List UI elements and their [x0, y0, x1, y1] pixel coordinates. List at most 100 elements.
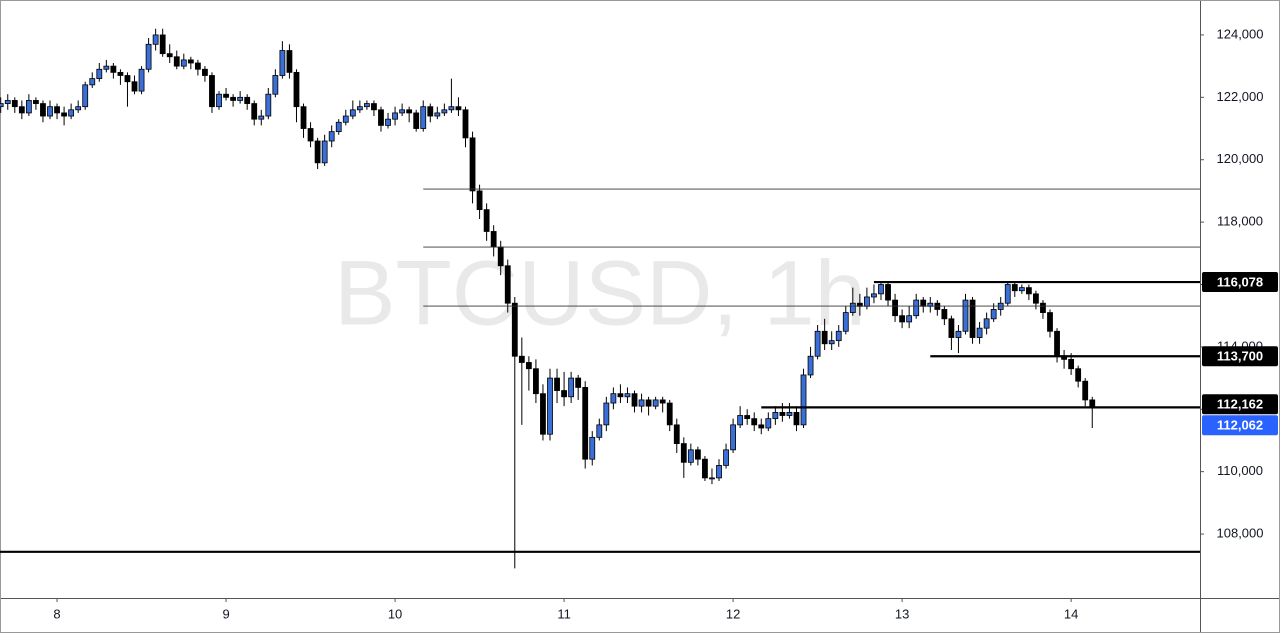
candle-body [497, 246, 504, 267]
candle-body [61, 112, 67, 117]
candle-body [209, 75, 215, 108]
candle-body [941, 309, 948, 320]
candle-body [138, 68, 145, 92]
candle-body [807, 355, 814, 376]
candle-body [976, 327, 983, 338]
candle-body [469, 137, 476, 192]
candle-body [110, 65, 117, 73]
candle-body [1004, 284, 1011, 304]
candle-body [589, 436, 596, 460]
price-label: 112,062 [1217, 418, 1263, 433]
candle-body [11, 100, 18, 108]
price-label-box [1202, 272, 1278, 293]
candle-body [1047, 312, 1053, 332]
candle-body [913, 299, 920, 317]
watermark: BTCUSD, 1h [334, 242, 866, 344]
candle-body [237, 96, 244, 101]
y-tick-label: 108,000 [1217, 525, 1264, 540]
candle-body [335, 121, 342, 133]
candle-body [786, 411, 793, 416]
candle-body [582, 387, 589, 460]
candle-body [765, 418, 772, 429]
candle-body [180, 59, 187, 67]
candle-body [1040, 302, 1046, 313]
candle-body [842, 312, 849, 332]
candle-body [540, 393, 546, 435]
candle-body [568, 377, 575, 398]
candle-body [610, 393, 617, 404]
candle-body [371, 103, 377, 111]
candle-body [702, 458, 708, 479]
candle-body [871, 293, 877, 298]
candle-body [272, 75, 279, 95]
candle-body [638, 399, 645, 407]
candle-body [561, 390, 567, 398]
x-tick-label: 12 [726, 606, 740, 621]
candle-body [955, 330, 962, 338]
candle-body [483, 209, 490, 232]
candle-body [166, 53, 173, 58]
candle-body [666, 402, 673, 426]
candle-body [793, 411, 800, 426]
candle-body [504, 265, 511, 304]
candle-body [694, 449, 701, 460]
y-tick-label: 120,000 [1217, 151, 1264, 166]
candle-body [1082, 380, 1089, 401]
candle-body [864, 296, 870, 307]
candle-body [187, 59, 194, 64]
y-tick-label: 124,000 [1217, 26, 1264, 41]
candle-body [131, 81, 138, 92]
candle-body [723, 449, 729, 466]
candle-body [103, 65, 110, 70]
candle-body [737, 415, 744, 426]
candle-body [835, 330, 842, 342]
candle-body [680, 443, 687, 463]
candle-body [1018, 287, 1025, 292]
candle-body [265, 93, 272, 117]
candle-body [427, 106, 434, 117]
candle-body [399, 109, 406, 114]
x-tick-label: 8 [53, 606, 60, 621]
candle-body [849, 302, 856, 313]
candle-body [349, 109, 356, 117]
candle-body [920, 299, 927, 307]
candle-body [744, 415, 751, 420]
candle-body [378, 109, 384, 126]
candle-body [990, 309, 997, 320]
candle-body [293, 71, 300, 108]
candle-body [47, 106, 53, 117]
price-label: 116,078 [1217, 274, 1263, 289]
candle-body [758, 424, 765, 429]
candle-body [54, 106, 60, 114]
candle-body [533, 368, 539, 395]
candle-body [652, 399, 659, 407]
candle-body [82, 84, 89, 108]
candle-body [448, 106, 455, 111]
candle-body [33, 100, 39, 104]
candle-body [392, 112, 398, 120]
candle-body [772, 411, 779, 420]
candle-body [645, 399, 652, 407]
candle-body [173, 56, 180, 67]
candle-body [96, 68, 103, 80]
candle-body [814, 330, 821, 357]
candle-body [1025, 287, 1032, 295]
candle-body [490, 231, 497, 248]
candle-body [730, 424, 736, 451]
candle-body [230, 96, 236, 101]
candle-body [603, 402, 610, 426]
candle-body [342, 115, 349, 123]
candle-body [596, 424, 603, 438]
candle-body [821, 330, 828, 345]
x-tick-label: 10 [388, 606, 402, 621]
candle-body [906, 315, 913, 323]
price-label: 112,162 [1217, 397, 1263, 412]
candle-body [4, 100, 11, 104]
candle-body [25, 100, 32, 114]
candle-body [800, 374, 807, 426]
candle-body [518, 355, 525, 363]
candle-body [624, 393, 631, 398]
candle-body [687, 449, 694, 463]
candle-body [673, 424, 680, 444]
